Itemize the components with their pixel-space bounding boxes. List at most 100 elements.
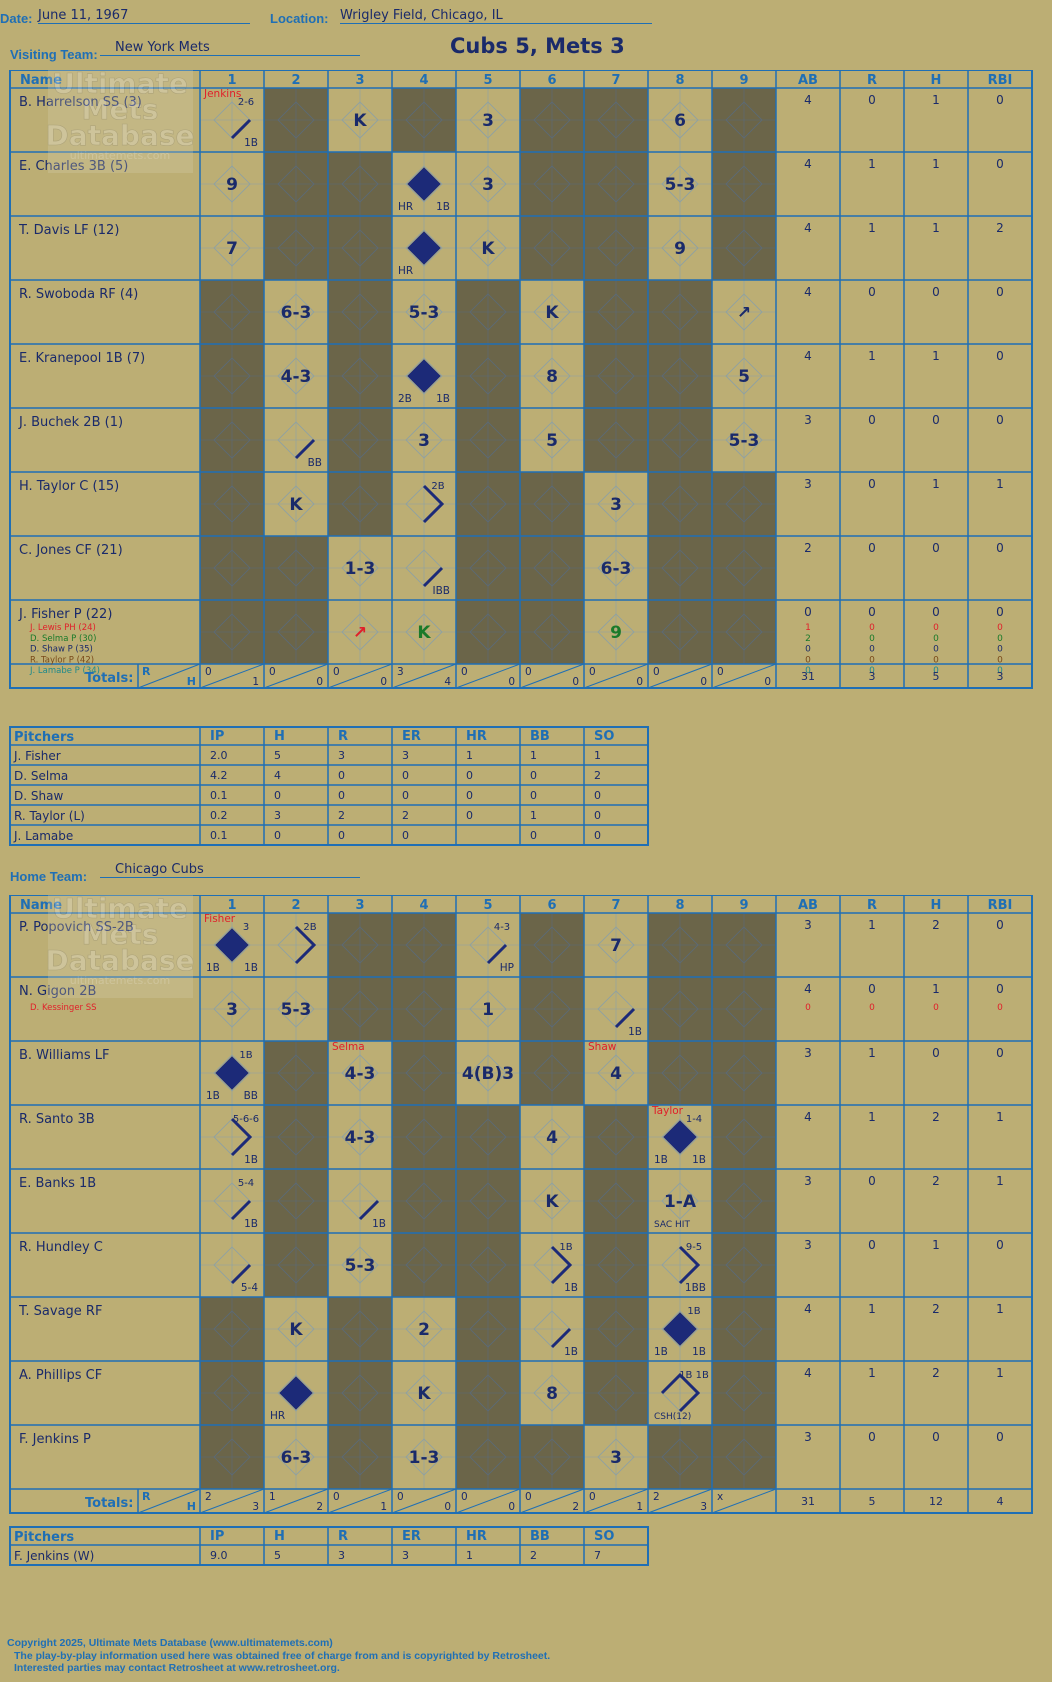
inning-cell-unused [392, 1233, 456, 1297]
play-mark: 4 Shaw [588, 1041, 622, 1084]
substitute-name: D. Kessinger SS [30, 1003, 97, 1013]
substitute-name: R. Taylor P (42) [30, 655, 94, 665]
batter-stat: 1 [932, 982, 940, 996]
play-note: 1B [559, 1242, 572, 1253]
pitcher-stat: 3 [338, 749, 345, 762]
batter-stat: 2 [996, 221, 1004, 235]
play-text: 4-3 [345, 1064, 376, 1084]
inning-hits: 0 [764, 676, 771, 688]
batter-stat: 0 [932, 1046, 940, 1060]
play-mark: K [545, 303, 559, 323]
play-text: 8 [546, 367, 558, 387]
inning-cell-unused [456, 1105, 520, 1169]
play-text: K [289, 1320, 303, 1340]
batter-stat: 1 [996, 477, 1004, 491]
play-mark: 9 [674, 239, 686, 259]
play-text: K [545, 303, 559, 323]
batter-stat: 0 [996, 285, 1004, 299]
inning-hits: 3 [700, 1501, 707, 1513]
inning-hits: 1 [252, 676, 259, 688]
batter-stat: 0 [996, 918, 1004, 932]
inning-header: 9 [739, 73, 748, 88]
play-mark: 5 [738, 367, 750, 387]
play-text: 1-3 [345, 559, 376, 579]
pitcher-stat-header: R [338, 1529, 348, 1544]
pitcher-stat-header: SO [594, 729, 614, 744]
pitcher-stat: 1 [594, 749, 601, 762]
play-mark: K [481, 239, 495, 259]
substitute-stat: 0 [869, 666, 875, 676]
pitcher-change-note: Taylor [651, 1105, 684, 1117]
batter-stat: 0 [996, 349, 1004, 363]
stat-header: RBI [988, 898, 1013, 913]
play-text: 9 [674, 239, 686, 259]
play-text: 7 [226, 239, 238, 259]
inning-cell-unused [456, 1169, 520, 1233]
location-label: Location: [270, 11, 329, 26]
inning-hits: 0 [700, 676, 707, 688]
inning-cell [264, 280, 328, 344]
inning-cell-unused [520, 1425, 584, 1489]
stat-header: RBI [988, 73, 1013, 88]
inning-cell-unused [264, 1105, 328, 1169]
inning-cell-unused [584, 152, 648, 216]
substitute-name: D. Selma P (30) [30, 634, 96, 644]
inning-cell-unused [712, 1233, 776, 1297]
batter-stat: 0 [868, 605, 876, 619]
inning-cell-unused [584, 344, 648, 408]
inning-header: 5 [483, 898, 492, 913]
stat-header: R [867, 73, 877, 88]
inning-cell-unused [712, 1105, 776, 1169]
inning-cell [456, 152, 520, 216]
inning-cell-unused [456, 1233, 520, 1297]
column-header-name: Name [20, 898, 62, 913]
stat-header: H [931, 898, 942, 913]
inning-hits: 3 [252, 1501, 259, 1513]
play-note: 2B [398, 393, 412, 405]
play-mark: 1B [614, 1007, 642, 1038]
play-mark: 4-3 [345, 1128, 376, 1148]
play-text: 8 [546, 1384, 558, 1404]
play-mark: 9 [610, 623, 622, 643]
inning-cell-unused [392, 1105, 456, 1169]
play-text: 9 [610, 623, 622, 643]
pitcher-stat: 0 [594, 809, 601, 822]
play-text: 1 [482, 1000, 494, 1020]
play-note: 1B [206, 962, 220, 974]
pitcher-stat: 4 [274, 769, 281, 782]
inning-hits: 0 [572, 676, 579, 688]
play-text: 4(B)3 [462, 1064, 514, 1084]
inning-cell [200, 152, 264, 216]
play-note: 1B [206, 1090, 220, 1102]
batter-stat: 1 [868, 1302, 876, 1316]
play-text: 6 [674, 111, 686, 131]
stat-total: 31 [801, 1495, 815, 1508]
inning-cell-unused [328, 344, 392, 408]
run-scored-diamond [663, 1120, 697, 1154]
inning-cell [328, 600, 392, 664]
inning-runs: 0 [333, 666, 340, 678]
inning-cell-unused [584, 88, 648, 152]
play-mark: K [417, 1384, 431, 1404]
pitcher-stat-header: BB [530, 1529, 550, 1544]
inning-cell-unused [328, 472, 392, 536]
batter-name: P. Popovich SS-2B [19, 920, 134, 935]
pitcher-stat: 0 [530, 789, 537, 802]
base-path [614, 1007, 636, 1029]
base-path [230, 118, 252, 140]
batter-stat: 0 [996, 93, 1004, 107]
game-location: Wrigley Field, Chicago, IL [340, 8, 652, 24]
play-text: 4 [610, 1064, 622, 1084]
play-mark: 5-3 [665, 175, 696, 195]
batter-stat: 3 [804, 413, 812, 427]
inning-cell [264, 913, 328, 977]
inning-cell-unused [328, 913, 392, 977]
play-text: 1-A [664, 1192, 697, 1212]
stat-total: 31 [801, 670, 815, 683]
play-text: 6-3 [601, 559, 632, 579]
substitute-stat: 0 [933, 645, 939, 655]
substitute-stat: 0 [997, 623, 1003, 633]
play-mark: 3 [610, 495, 622, 515]
base-path [358, 1199, 380, 1221]
play-note: 1B [628, 1026, 642, 1038]
